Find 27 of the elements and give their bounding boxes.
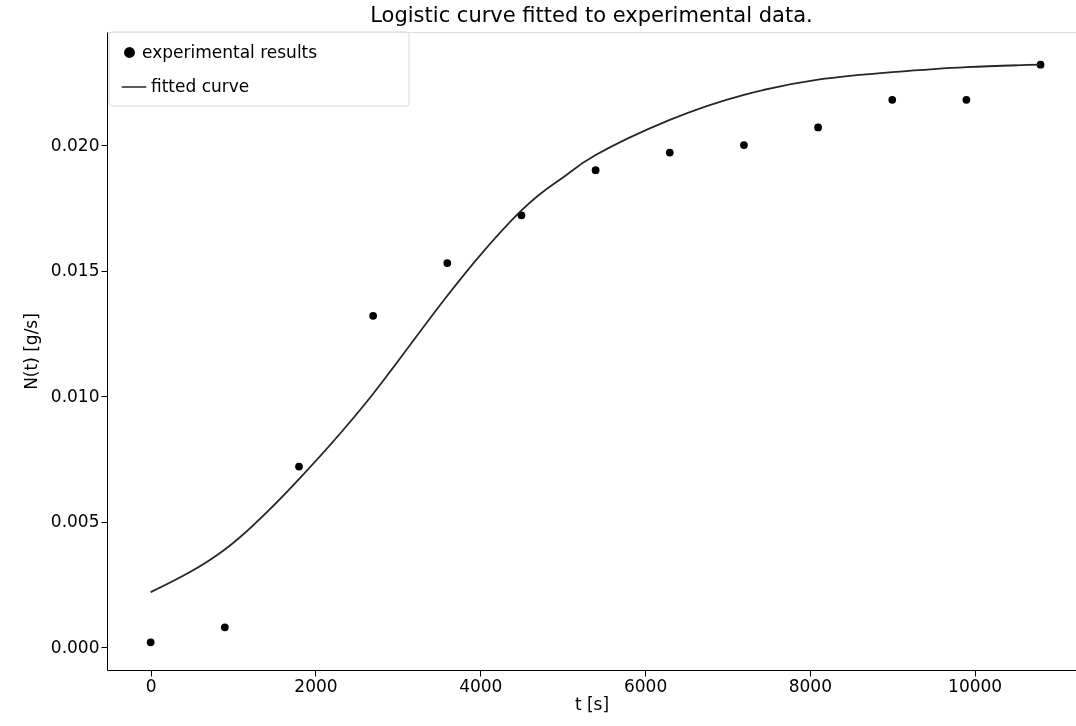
point (591, 166, 600, 175)
point (220, 623, 229, 632)
y-tick-label: 0.005 (50, 511, 100, 532)
point (740, 141, 748, 149)
x-tick-label: 2000 (294, 675, 338, 696)
y-tick-label: 0.000 (50, 636, 100, 657)
point (295, 462, 303, 471)
point (665, 148, 674, 157)
x-tick-label: 8000 (788, 675, 832, 696)
legend-label: experimental results (142, 41, 318, 62)
x-tick-label: 0 (145, 675, 157, 696)
y-axis-title: N(t) [g/s] (20, 313, 41, 390)
point (888, 95, 897, 104)
x-axis-title: t [s] (574, 693, 610, 714)
x-tick-label: 6000 (623, 675, 668, 696)
point (146, 638, 155, 647)
point (814, 123, 822, 132)
y-tick-label: 0.010 (50, 385, 100, 406)
chart-title: Logistic curve fitted to experimental data. (370, 2, 813, 27)
y-tick-label: 0.020 (50, 134, 100, 155)
point (962, 95, 971, 104)
point (369, 311, 378, 320)
legend-label: fitted curve (151, 76, 250, 96)
x-tick-label: 10000 (948, 675, 1003, 696)
x-tick-label: 4000 (459, 675, 503, 696)
y-tick-label: 0.015 (50, 260, 100, 281)
point (443, 259, 452, 267)
